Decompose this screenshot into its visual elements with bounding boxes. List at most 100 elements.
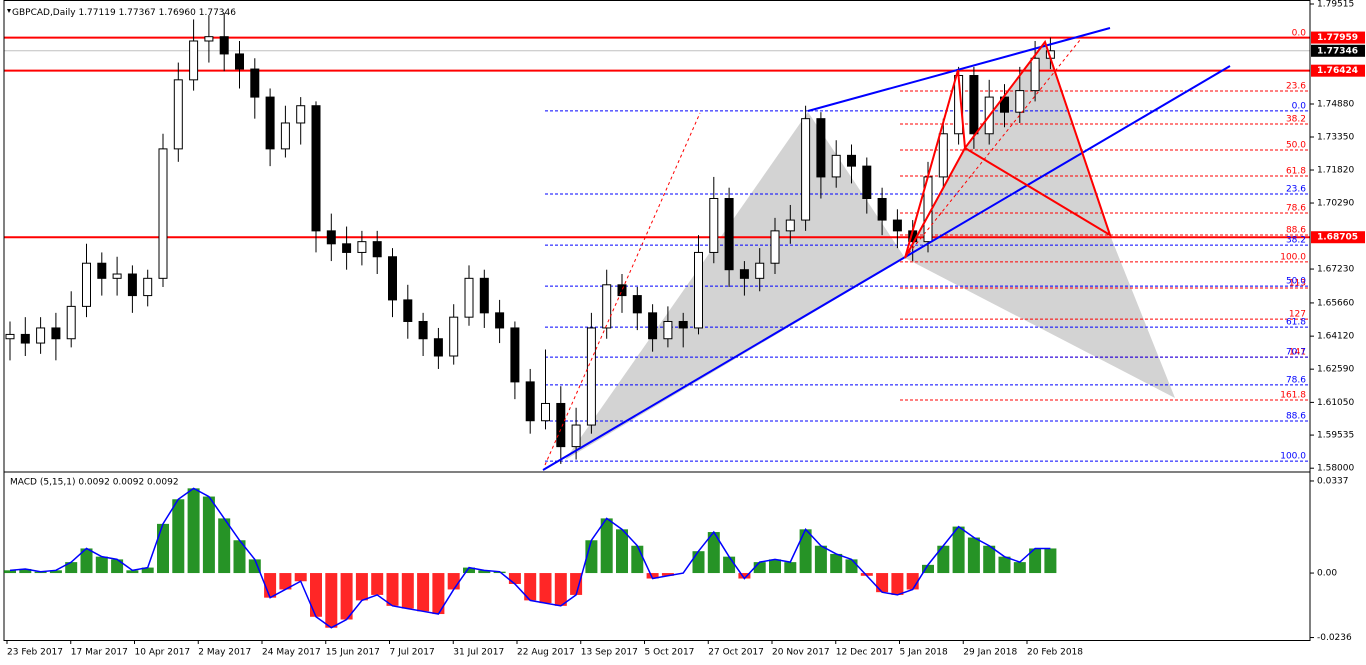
fibo-label: 100.0 (1280, 252, 1306, 262)
date-label: 20 Feb 2018 (1027, 648, 1083, 658)
candle-body (862, 165, 872, 199)
macd-bar (830, 553, 843, 574)
candle-body (127, 273, 137, 297)
macd-bar (600, 518, 613, 574)
candle-body (755, 262, 765, 279)
macd-bar (340, 573, 353, 620)
candle-body (357, 241, 367, 253)
candle-body (97, 262, 107, 279)
macd-bar (661, 573, 674, 576)
date-label: 22 Aug 2017 (517, 648, 575, 658)
menu-arrow (7, 9, 11, 13)
ohlc: 1.76960 (159, 8, 196, 18)
candle-body (173, 79, 183, 150)
ohlc: 1.77367 (119, 8, 156, 18)
macd-bar (891, 573, 904, 595)
level-label-box (1311, 231, 1365, 244)
macd-bar (554, 573, 567, 606)
fibo-label: 50.0 (1286, 277, 1306, 287)
macd-bar (616, 529, 628, 574)
level-label: 1.76424 (1317, 66, 1358, 76)
macd-bar (799, 529, 812, 574)
candle-body (36, 327, 46, 344)
fibo-label: 100.0 (1280, 452, 1306, 462)
candle-body (541, 402, 550, 422)
macd-bar (172, 499, 185, 574)
macd-bar (738, 573, 751, 579)
level-label: 1.68705 (1317, 233, 1358, 243)
date-label: 31 Jul 2017 (453, 648, 504, 658)
macd-bar (126, 570, 139, 574)
macd-bar (65, 562, 78, 574)
candle-body (143, 277, 153, 297)
candle-body (648, 312, 658, 340)
macd-bar (325, 573, 338, 628)
macd-bar (814, 545, 827, 574)
macd-bar (906, 573, 919, 590)
candle-body (785, 219, 795, 232)
macd-bar (49, 570, 62, 574)
macd-bar (845, 559, 858, 574)
macd-bar (355, 573, 368, 601)
macd-bar (371, 573, 384, 595)
candle-body (525, 381, 535, 422)
current-price-box (1311, 44, 1365, 57)
price-tick-label: 1.62590 (1317, 365, 1354, 375)
fibo-label: 88.6 (1286, 225, 1306, 235)
current-price-label: 1.77346 (1317, 46, 1358, 56)
candle-body (449, 316, 459, 357)
price-tick-label: 1.64120 (1317, 332, 1354, 342)
level-label-box (1311, 64, 1365, 77)
macd-bar (646, 573, 659, 579)
macd-bar (784, 562, 797, 574)
candle-body (418, 320, 428, 340)
macd-bar (478, 570, 491, 574)
fibo-label: 23.6 (1286, 82, 1306, 92)
macd-bar (80, 548, 93, 574)
price-tick-label: 1.73350 (1317, 133, 1354, 143)
price-tick-label: 1.70290 (1317, 199, 1354, 209)
candle-body (235, 53, 244, 70)
candle-body (1015, 90, 1025, 113)
date-label: 23 Feb 2017 (7, 648, 63, 658)
macd-line (9, 487, 1051, 629)
fibo-label: 161.8 (1280, 391, 1306, 401)
candle-body (51, 327, 61, 340)
date-label: 7 Jul 2017 (390, 648, 435, 658)
candle-body (265, 96, 275, 150)
date-label: 29 Jan 2018 (963, 648, 1017, 658)
date-label: 24 May 2017 (262, 648, 321, 658)
price-tick-label: 1.58000 (1317, 464, 1354, 474)
macd-bar (141, 567, 154, 574)
fibo-label: 61.8 (1286, 167, 1306, 177)
macd-bar (279, 573, 292, 590)
price-tick-label: 1.65660 (1317, 298, 1354, 308)
candle-body (770, 230, 780, 264)
macd-bar (447, 573, 460, 590)
macd-bar (508, 573, 521, 584)
candle-body (82, 262, 91, 307)
fibo-label: 70.7 (1286, 348, 1306, 358)
candle-body (112, 273, 122, 279)
candle-body (663, 320, 673, 340)
pattern-fill (905, 42, 1175, 398)
harmonic-pattern (904, 39, 1112, 259)
candle-body (158, 148, 168, 279)
macd-bar (707, 532, 720, 574)
candle-body (617, 284, 627, 297)
symbol-info: GBPCAD,Daily 1.77119 1.77367 1.76960 1.7… (12, 8, 236, 18)
trend-line (807, 27, 1111, 112)
fibo-label: 23.6 (1286, 184, 1306, 194)
ohlc: 1.77119 (78, 8, 115, 18)
macd-bar (983, 545, 996, 574)
candle-body (877, 197, 887, 221)
price-tick-label: 1.74880 (1317, 99, 1354, 109)
macd-bar (248, 559, 261, 574)
candle-body (464, 277, 474, 318)
drawings-top (542, 27, 1231, 471)
macd-bar (967, 537, 980, 574)
date-label: 5 Jan 2018 (900, 648, 948, 658)
ohlc: 1.77346 (199, 8, 236, 18)
macd-bar (692, 551, 705, 574)
date-label: 20 Nov 2017 (772, 648, 830, 658)
